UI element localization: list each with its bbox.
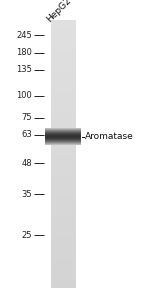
Text: 63: 63 — [21, 130, 32, 139]
Text: 48: 48 — [22, 159, 32, 168]
Text: 25: 25 — [22, 231, 32, 240]
Text: Aromatase: Aromatase — [85, 132, 134, 141]
Text: 75: 75 — [22, 113, 32, 122]
Text: 100: 100 — [16, 91, 32, 100]
Text: 135: 135 — [16, 66, 32, 74]
Text: HepG2: HepG2 — [45, 0, 73, 24]
Text: 35: 35 — [22, 190, 32, 198]
Text: 245: 245 — [16, 31, 32, 40]
Text: 180: 180 — [16, 49, 32, 57]
